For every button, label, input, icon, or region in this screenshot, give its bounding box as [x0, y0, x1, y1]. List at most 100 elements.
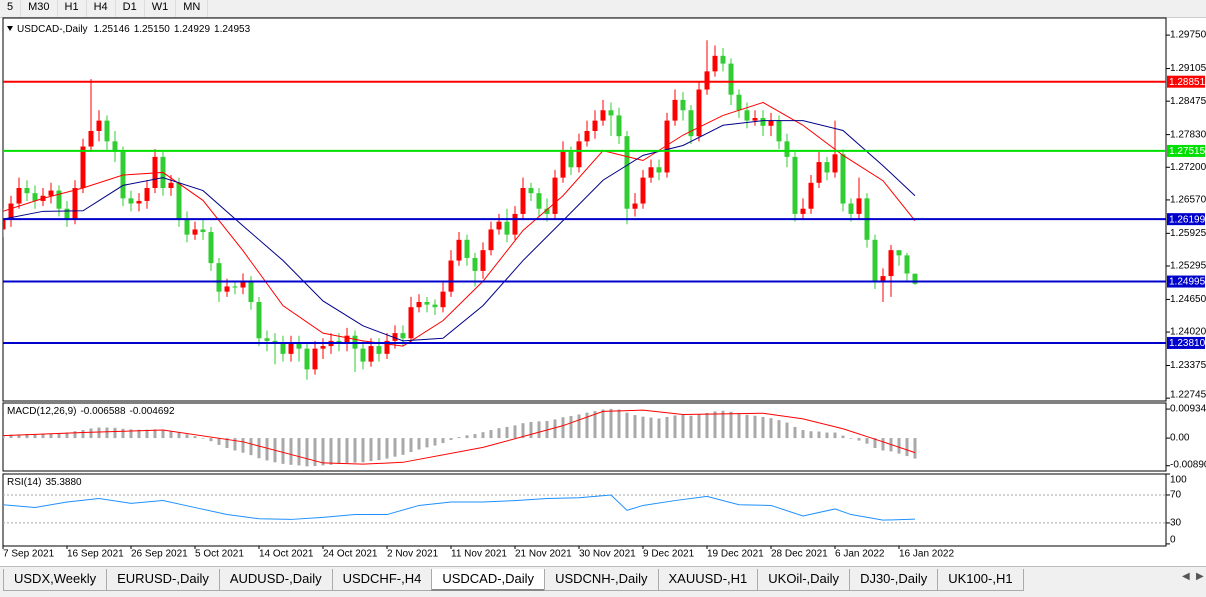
macd-bar: [369, 438, 373, 462]
x-tick-label: 16 Sep 2021: [67, 549, 124, 560]
macd-bar: [433, 438, 437, 446]
candle-body: [184, 219, 190, 235]
macd-bar: [769, 418, 773, 439]
macd-bar: [801, 430, 805, 439]
candle-body: [840, 154, 846, 204]
symbol-tab[interactable]: USDCAD-,Daily: [431, 569, 546, 591]
scroll-right[interactable]: ▶: [1196, 571, 1204, 582]
y-tick-label: 100: [1170, 475, 1187, 486]
timeframe-button[interactable]: M30: [21, 0, 58, 17]
y-tick-label: 0.00: [1170, 433, 1190, 444]
candle-body: [488, 229, 494, 251]
macd-bar: [817, 431, 821, 439]
indicator-name: MACD(12,26,9): [7, 406, 76, 417]
macd-bar: [689, 415, 693, 439]
candle-body: [248, 281, 254, 303]
macd-bar: [33, 434, 37, 439]
y-tick-label: 1.26570: [1170, 195, 1206, 206]
symbol-tab[interactable]: UK100-,H1: [937, 569, 1024, 591]
indicator-name: RSI(14): [7, 477, 41, 488]
macd-bar: [345, 438, 349, 463]
candle-body: [848, 203, 854, 214]
rsi-line: [3, 494, 916, 521]
symbol-tab[interactable]: USDCHF-,H4: [331, 569, 433, 591]
signal-line: [3, 409, 916, 465]
x-tick-label: 6 Jan 2022: [835, 549, 885, 560]
x-tick-label: 2 Nov 2021: [387, 549, 439, 560]
candle-body: [296, 343, 302, 349]
symbol-tab[interactable]: XAUUSD-,H1: [657, 569, 759, 591]
timeframe-button[interactable]: D1: [116, 0, 145, 17]
level-label: 1.23810: [1169, 338, 1206, 349]
x-tick-label: 9 Dec 2021: [643, 549, 695, 560]
candle-body: [904, 255, 910, 274]
candle-body: [424, 302, 430, 305]
x-tick-label: 7 Sep 2021: [3, 549, 55, 560]
timeframe-button[interactable]: H1: [58, 0, 87, 17]
macd-bar: [681, 414, 685, 439]
macd-bar: [329, 438, 333, 465]
macd-bar: [857, 438, 861, 441]
symbol-title: USDCAD-,Daily: [17, 24, 88, 35]
x-tick-label: 24 Oct 2021: [323, 549, 378, 560]
candle-body: [688, 110, 694, 137]
macd-bar: [905, 438, 909, 457]
symbol-tab[interactable]: EURUSD-,Daily: [106, 569, 220, 591]
candle-body: [432, 304, 438, 308]
macd-bar: [473, 434, 477, 439]
symbol-tab[interactable]: UKOil-,Daily: [757, 569, 851, 591]
candle-body: [136, 200, 142, 204]
macd-bar: [809, 431, 813, 439]
level-tag: [1167, 75, 1205, 88]
macd-bar: [657, 418, 661, 439]
ohlc-value: 1.24953: [214, 24, 251, 35]
candle-body: [504, 221, 510, 235]
macd-bar: [633, 415, 637, 439]
indicator-title: MACD(12,26,9) -0.006588 -0.004692: [7, 406, 175, 417]
scroll-left[interactable]: ◀: [1182, 571, 1190, 582]
symbol-tab[interactable]: USDX,Weekly: [3, 569, 108, 591]
macd-bar: [305, 438, 309, 467]
candle-body: [776, 120, 782, 142]
macd-bar: [761, 416, 765, 439]
timeframe-button[interactable]: 5: [0, 0, 22, 17]
level-label: 1.24995: [1169, 277, 1206, 288]
timeframe-button[interactable]: W1: [145, 0, 177, 17]
indicator-title: RSI(14) 35.3880: [7, 477, 82, 488]
candle-body: [664, 120, 670, 173]
macd-bar: [521, 423, 525, 439]
candle-body: [288, 343, 294, 354]
macd-bar: [417, 438, 421, 450]
macd-bar: [225, 438, 229, 449]
candle-body: [624, 136, 630, 209]
candle-body: [784, 141, 790, 157]
candle-body: [888, 250, 894, 277]
candle-body: [3, 219, 6, 230]
macd-bar: [393, 438, 397, 457]
macd-bar: [185, 434, 189, 439]
macd-bar: [449, 438, 453, 440]
macd-bar: [553, 419, 557, 439]
candle-body: [200, 229, 206, 233]
symbol-tab[interactable]: AUDUSD-,Daily: [218, 569, 333, 591]
symbol-tab[interactable]: DJ30-,Daily: [849, 569, 939, 591]
candle-body: [768, 120, 774, 126]
macd-bar: [705, 412, 709, 439]
macd-bar: [897, 438, 901, 454]
candle-body: [440, 291, 446, 308]
symbol-tab[interactable]: USDCNH-,Daily: [544, 569, 659, 591]
candle-body: [880, 276, 886, 282]
candle-body: [760, 118, 766, 126]
candle-body: [680, 99, 686, 111]
timeframe-button[interactable]: H4: [87, 0, 116, 17]
macd-bar: [297, 438, 301, 466]
candle-body: [496, 221, 502, 230]
ohlc-value: 1.25146: [94, 24, 131, 35]
ohlc-value: 1.25150: [134, 24, 171, 35]
level-label: 1.28851: [1169, 77, 1206, 88]
candle-body: [896, 250, 902, 256]
moving-average: [3, 120, 916, 342]
timeframe-button[interactable]: MN: [176, 0, 209, 17]
macd-bar: [377, 438, 381, 461]
